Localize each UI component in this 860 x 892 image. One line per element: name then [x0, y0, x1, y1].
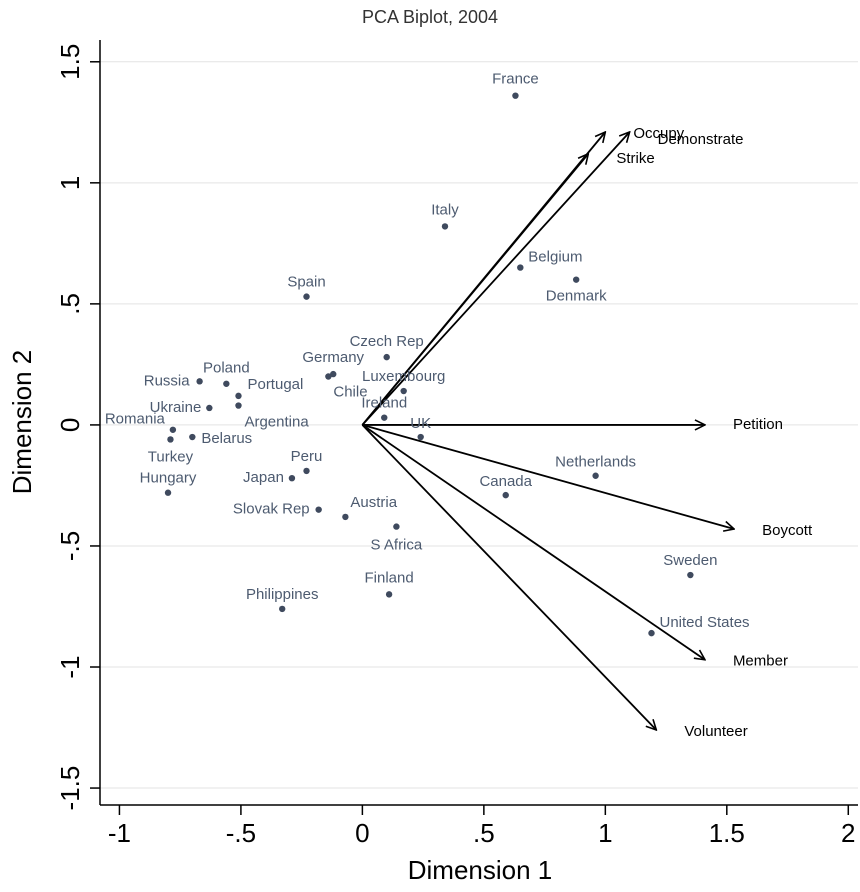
point-label: Luxembourg	[362, 368, 445, 385]
x-axis-title: Dimension 1	[408, 855, 553, 885]
point-label: Austria	[350, 494, 397, 511]
point	[235, 402, 242, 409]
point-label: Philippines	[246, 586, 319, 603]
point-label: Ukraine	[150, 399, 202, 416]
point-label: Poland	[203, 360, 250, 377]
loading-arrow	[361, 424, 705, 660]
point	[687, 571, 694, 579]
loading-arrow	[361, 424, 656, 730]
point-label: Turkey	[148, 448, 194, 465]
point	[223, 380, 230, 387]
arrow-label: Occupy	[633, 125, 684, 142]
point	[279, 605, 286, 613]
loading-arrow	[361, 132, 629, 426]
arrow-label: Petition	[733, 416, 783, 433]
point-label: Chile	[333, 383, 367, 400]
point-label: Slovak Rep	[233, 501, 310, 518]
loading-arrow	[362, 424, 734, 529]
point-label: Peru	[291, 448, 323, 465]
point-label: France	[492, 71, 539, 88]
arrow-label: Volunteer	[684, 723, 747, 740]
point-label: Spain	[287, 274, 325, 291]
point	[383, 353, 390, 361]
x-tick-label: -.5	[226, 818, 256, 848]
point-label: Romania	[105, 411, 166, 428]
point	[393, 523, 400, 530]
point-label: Ireland	[361, 395, 407, 412]
point-label: Japan	[243, 469, 284, 486]
point-label: United States	[659, 614, 749, 631]
point	[196, 378, 203, 385]
point	[648, 629, 655, 637]
point	[342, 513, 349, 521]
point-label: Canada	[479, 473, 532, 490]
point-label: UK	[410, 415, 431, 432]
arrow-label: Boycott	[762, 522, 813, 539]
y-tick-label: 1.5	[55, 44, 85, 80]
point	[325, 373, 332, 380]
point-label: Sweden	[663, 552, 717, 569]
arrow-label: Strike	[616, 150, 654, 167]
point	[417, 433, 424, 441]
point	[441, 223, 449, 230]
point-label: Argentina	[244, 414, 309, 431]
point	[206, 404, 213, 412]
point	[164, 489, 172, 496]
point	[502, 491, 509, 499]
x-tick-label: -1	[108, 818, 131, 848]
point-label: Italy	[431, 201, 459, 218]
point-label: Belarus	[201, 430, 252, 447]
point-label: Denmark	[546, 288, 607, 305]
point	[517, 264, 524, 271]
point	[189, 433, 196, 441]
point	[385, 591, 393, 598]
point	[169, 426, 177, 433]
y-tick-label: -1.5	[55, 766, 85, 811]
chart-title: PCA Biplot, 2004	[362, 7, 498, 27]
point-label: Belgium	[528, 249, 582, 266]
point-label: Portugal	[247, 376, 303, 393]
point	[592, 472, 599, 479]
point	[330, 370, 337, 378]
point	[315, 506, 322, 513]
point-label: S Africa	[371, 537, 423, 554]
y-tick-label: -1	[55, 655, 85, 678]
point-label: Hungary	[140, 470, 197, 487]
point-label: Russia	[144, 372, 191, 389]
arrow-label: Demonstrate	[658, 131, 744, 148]
x-tick-label: 1.5	[709, 818, 745, 848]
point	[381, 414, 388, 421]
point	[400, 387, 407, 395]
point	[512, 92, 519, 99]
point-label: Czech Rep	[350, 333, 424, 350]
x-tick-label: 1	[598, 818, 612, 848]
arrow-label: Member	[733, 653, 788, 670]
y-tick-label: 1	[55, 176, 85, 190]
x-tick-label: 0	[355, 818, 369, 848]
point-label: Germany	[302, 349, 364, 366]
point-label: Netherlands	[555, 454, 636, 471]
x-tick-label: 2	[841, 818, 855, 848]
point	[288, 474, 296, 482]
y-tick-label: -.5	[55, 531, 85, 561]
loading-arrow	[361, 154, 588, 426]
point	[167, 436, 174, 443]
y-axis-title: Dimension 2	[7, 350, 37, 495]
point	[235, 392, 242, 400]
y-tick-label: 0	[55, 418, 85, 432]
y-tick-label: .5	[55, 293, 85, 315]
point	[572, 276, 580, 283]
x-tick-label: .5	[473, 818, 495, 848]
point	[303, 293, 310, 300]
point	[303, 467, 310, 475]
point-label: Finland	[365, 569, 414, 586]
